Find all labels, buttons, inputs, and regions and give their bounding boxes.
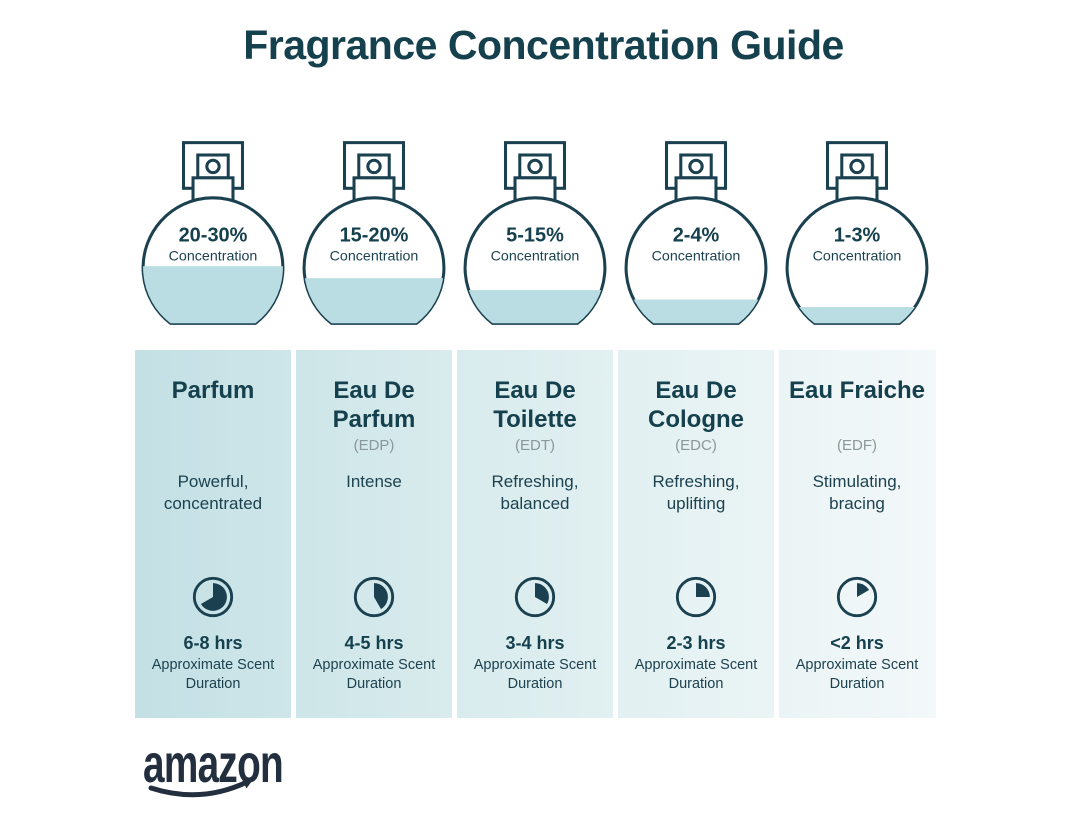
clock-icon: [787, 574, 927, 620]
column-eau-de-parfum: Eau De Parfum (EDP) Intense 4-5 hrs Appr…: [296, 350, 452, 718]
column-description: Refreshing, uplifting: [652, 472, 740, 513]
perfume-bottle-icon: 1-3% Concentration: [785, 141, 929, 325]
perfume-bottle-icon: 15-20% Concentration: [302, 141, 446, 325]
column-eau-de-cologne: Eau De Cologne (EDC) Refreshing, uplifti…: [618, 350, 774, 718]
duration-label: Approximate Scent Duration: [473, 657, 597, 692]
bottle-concentration-label: Concentration: [169, 249, 258, 265]
bottle-eau-de-cologne: 2-4% Concentration: [618, 133, 774, 333]
column-name: Eau De Parfum: [332, 377, 416, 433]
duration-label: Approximate Scent Duration: [795, 657, 919, 692]
bottle-concentration-label: Concentration: [330, 249, 419, 265]
bottle-range-label: 5-15%: [506, 225, 564, 247]
column-parfum: Parfum Powerful, concentrated 6-8 hrs Ap…: [135, 350, 291, 718]
bottle-eau-fraiche: 1-3% Concentration: [779, 133, 935, 333]
bottle-concentration-label: Concentration: [813, 249, 902, 265]
duration-value: 2-3 hrs: [666, 633, 726, 653]
column-abbreviation: (EDP): [353, 437, 395, 454]
clock-icon: [626, 574, 766, 620]
column-abbreviation: (EDF): [837, 437, 877, 454]
column-name: Parfum: [171, 377, 255, 404]
column-description: Refreshing, balanced: [491, 472, 579, 513]
duration-value: 3-4 hrs: [505, 633, 565, 653]
duration-label: Approximate Scent Duration: [634, 657, 758, 692]
bottle-concentration-label: Concentration: [491, 249, 580, 265]
bottle-concentration-label: Concentration: [652, 249, 741, 265]
perfume-bottle-icon: 20-30% Concentration: [141, 141, 285, 325]
amazon-smile-arrowhead: [240, 776, 254, 789]
column-name: Eau De Cologne: [648, 377, 744, 433]
page-title: Fragrance Concentration Guide: [243, 22, 844, 68]
column-description: Stimulating, bracing: [812, 472, 902, 513]
clock-icon: [465, 574, 605, 620]
clock-icon: [304, 574, 444, 620]
bottle-range-label: 2-4%: [673, 225, 720, 247]
duration-value: 4-5 hrs: [344, 633, 404, 653]
bottle-range-label: 1-3%: [834, 225, 881, 247]
bottle-eau-de-parfum: 15-20% Concentration: [296, 133, 452, 333]
bottle-eau-de-toilette: 5-15% Concentration: [457, 133, 613, 333]
column-divider: [452, 350, 457, 718]
duration-value: 6-8 hrs: [183, 633, 243, 653]
amazon-smile-icon: [148, 779, 250, 798]
bottle-range-label: 15-20%: [340, 225, 409, 247]
amazon-logo: amazon: [135, 734, 305, 809]
column-eau-de-toilette: Eau De Toilette (EDT) Refreshing, balanc…: [457, 350, 613, 718]
bottle-range-label: 20-30%: [179, 225, 248, 247]
column-abbreviation: [143, 434, 283, 458]
column-description: Powerful, concentrated: [163, 472, 263, 513]
column-divider: [613, 350, 618, 718]
column-description: Intense: [346, 472, 402, 491]
perfume-bottle-icon: 2-4% Concentration: [624, 141, 768, 325]
column-name: Eau De Toilette: [493, 377, 577, 433]
bottle-parfum: 20-30% Concentration: [135, 133, 291, 333]
clock-icon: [143, 574, 283, 620]
perfume-bottle-icon: 5-15% Concentration: [463, 141, 607, 325]
column-eau-fraiche: Eau Fraiche (EDF) Stimulating, bracing <…: [779, 350, 935, 718]
bottles-row: 20-30% Concentration 15-20% Concentratio…: [135, 133, 936, 333]
column-name: Eau Fraiche: [788, 377, 926, 404]
duration-label: Approximate Scent Duration: [312, 657, 436, 692]
duration-value: <2 hrs: [830, 633, 884, 653]
column-abbreviation: (EDT): [515, 437, 555, 454]
column-abbreviation: (EDC): [675, 437, 717, 454]
amazon-wordmark: amazon: [143, 740, 283, 794]
column-divider: [774, 350, 779, 718]
column-divider: [291, 350, 296, 718]
info-columns-strip: Parfum Powerful, concentrated 6-8 hrs Ap…: [135, 350, 936, 718]
duration-label: Approximate Scent Duration: [151, 657, 275, 692]
